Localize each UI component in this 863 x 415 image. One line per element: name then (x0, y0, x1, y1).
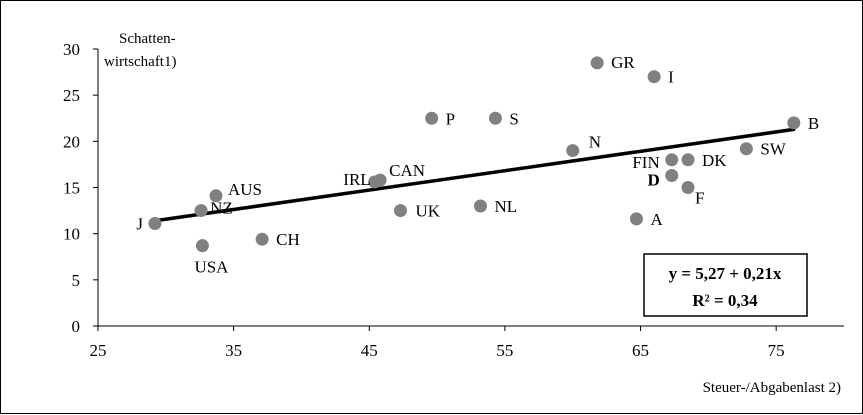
data-point (488, 111, 502, 125)
point-label: D (647, 170, 659, 189)
x-tick-label: 25 (90, 341, 107, 360)
point-label: P (446, 109, 455, 128)
point-label: UK (415, 202, 440, 221)
point-label: GR (611, 53, 635, 72)
data-point (590, 56, 604, 70)
point-label: NL (494, 197, 517, 216)
point-label: AUS (228, 180, 262, 199)
y-tick-label: 5 (72, 271, 81, 290)
point-label: N (589, 133, 601, 152)
x-tick-label: 35 (225, 341, 242, 360)
data-point (739, 142, 753, 156)
point-label: USA (194, 258, 229, 277)
y-axis-title-line2: wirtschaft1) (104, 54, 176, 70)
x-tick-label: 75 (768, 341, 785, 360)
data-point (629, 212, 643, 226)
y-tick-label: 0 (72, 317, 81, 336)
y-axis-title-line1: Schatten- (119, 31, 176, 47)
point-label: F (695, 189, 704, 208)
data-point (194, 204, 208, 218)
data-point (787, 116, 801, 130)
y-tick-label: 20 (63, 132, 80, 151)
points-group (148, 56, 801, 253)
point-label: IRL (343, 170, 370, 189)
y-tick-label: 10 (63, 225, 80, 244)
formula-box: y = 5,27 + 0,21x R² = 0,34 (643, 253, 808, 317)
point-label: B (808, 114, 819, 133)
data-point (393, 204, 407, 218)
point-label: CH (276, 230, 300, 249)
data-point (425, 111, 439, 125)
data-point (373, 173, 387, 187)
y-tick-label: 25 (63, 86, 80, 105)
data-point (665, 153, 679, 167)
point-label: SW (760, 140, 786, 159)
trendline-group (153, 127, 796, 223)
y-tick-label: 15 (63, 179, 80, 198)
trendline (153, 127, 796, 223)
data-point (681, 181, 695, 194)
point-label: DK (702, 151, 727, 170)
data-point (148, 217, 162, 231)
point-label: FIN (632, 153, 659, 172)
data-point (255, 232, 269, 246)
data-point (647, 70, 661, 84)
point-label: NZ (210, 199, 233, 218)
formula-r-squared: R² = 0,34 (692, 291, 758, 310)
point-label: CAN (389, 161, 425, 180)
data-point (681, 153, 695, 167)
data-point (566, 144, 580, 158)
axes: 0 5 10 15 20 25 30 25 35 45 55 65 75 (63, 40, 844, 360)
x-axis-title: Steuer-/Abgabenlast 2) (703, 380, 841, 396)
x-tick-label: 45 (361, 341, 378, 360)
data-point (665, 168, 679, 182)
x-tick-label: 65 (632, 341, 649, 360)
point-label: J (136, 215, 143, 234)
data-point (209, 189, 223, 203)
formula-equation: y = 5,27 + 0,21x (669, 264, 782, 283)
y-tick-label: 30 (63, 40, 80, 59)
data-point (473, 199, 487, 213)
x-tick-label: 55 (496, 341, 513, 360)
data-point (195, 239, 209, 253)
point-label: I (668, 68, 674, 87)
point-label: A (650, 210, 663, 229)
point-label: S (509, 109, 518, 128)
formula-box-border (643, 253, 808, 317)
